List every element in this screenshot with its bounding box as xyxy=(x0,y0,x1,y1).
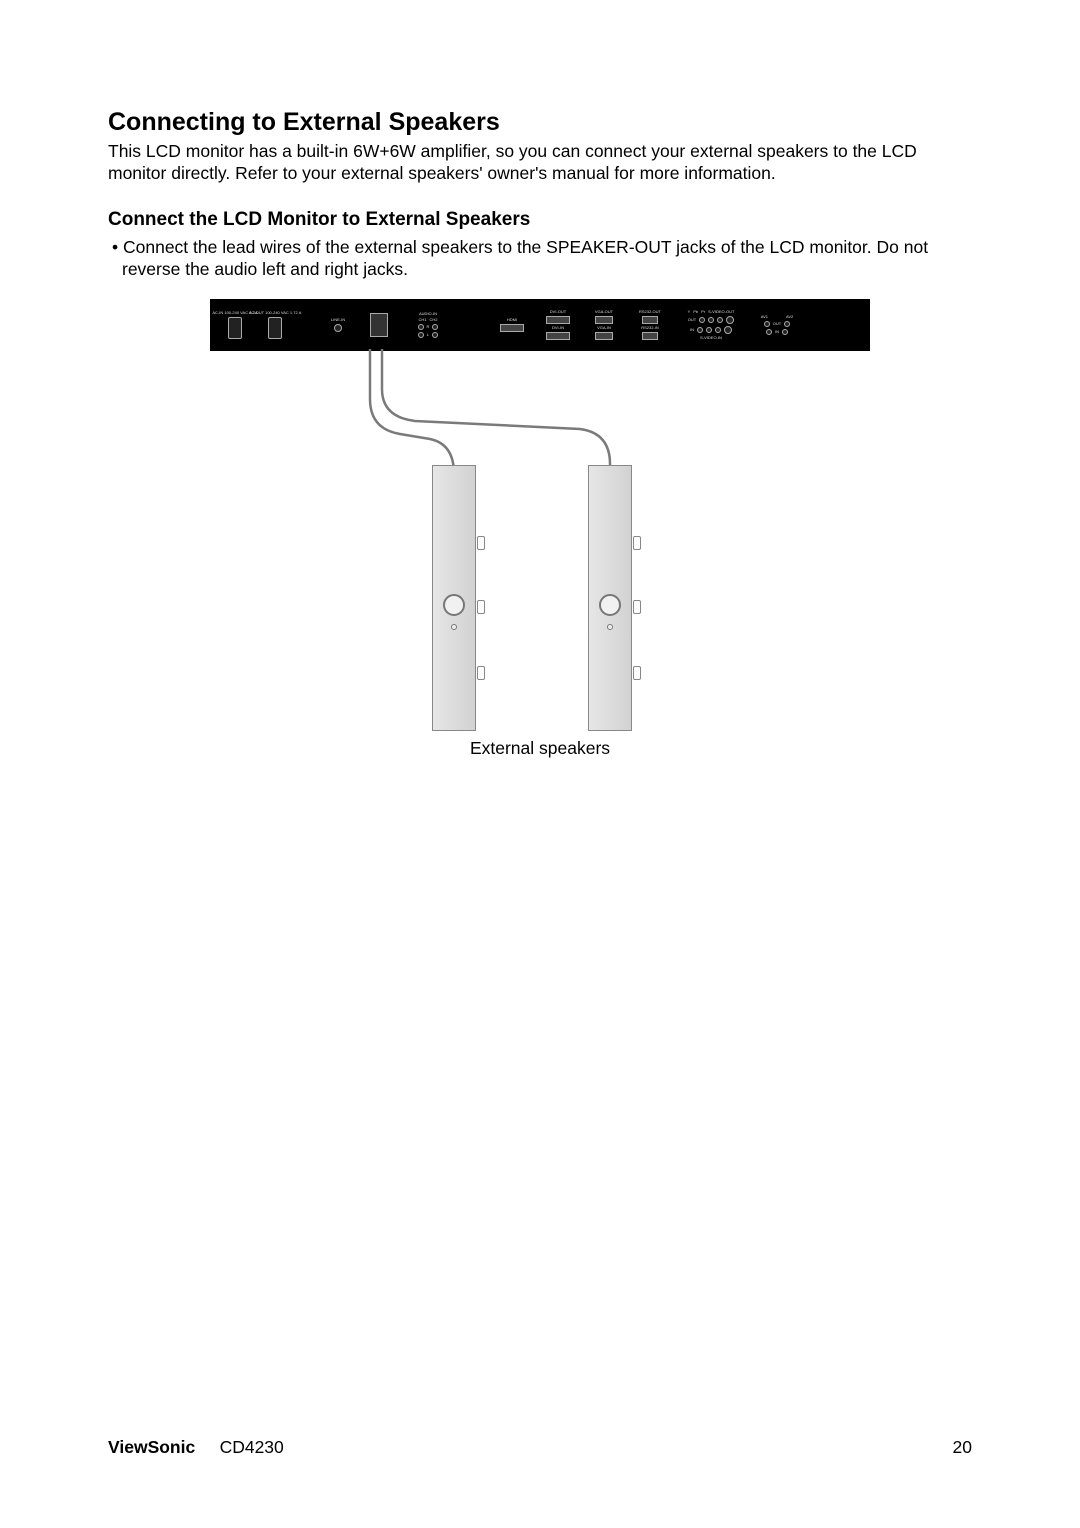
speaker-driver-icon xyxy=(443,594,465,616)
subheading-connect: Connect the LCD Monitor to External Spea… xyxy=(108,209,972,231)
footer-model: CD4230 xyxy=(220,1437,284,1457)
diagram-container: AC-IN 100-240 VAC 4-2A AC-OUT 100-240 VA… xyxy=(108,299,972,759)
speaker-port-icon xyxy=(607,624,613,630)
external-speaker-left xyxy=(432,465,476,731)
speaker-mount-icon xyxy=(633,536,641,550)
speaker-mount-icon xyxy=(477,666,485,680)
speaker-mount-icon xyxy=(633,666,641,680)
cables-svg xyxy=(210,299,870,739)
speaker-mount-icon xyxy=(477,536,485,550)
speaker-mount-icon xyxy=(633,600,641,614)
intro-text: This LCD monitor has a built-in 6W+6W am… xyxy=(108,141,972,185)
heading-connecting: Connecting to External Speakers xyxy=(108,108,972,137)
connection-diagram: AC-IN 100-240 VAC 4-2A AC-OUT 100-240 VA… xyxy=(210,299,870,759)
diagram-caption: External speakers xyxy=(210,738,870,759)
footer-page-number: 20 xyxy=(953,1437,972,1458)
speaker-mount-icon xyxy=(477,600,485,614)
speaker-driver-icon xyxy=(599,594,621,616)
page-footer: ViewSonic CD4230 20 xyxy=(108,1437,972,1458)
footer-brand: ViewSonic xyxy=(108,1437,195,1457)
speaker-port-icon xyxy=(451,624,457,630)
bullet-instruction: • Connect the lead wires of the external… xyxy=(108,237,972,281)
cable-right xyxy=(382,349,610,469)
external-speaker-right xyxy=(588,465,632,731)
